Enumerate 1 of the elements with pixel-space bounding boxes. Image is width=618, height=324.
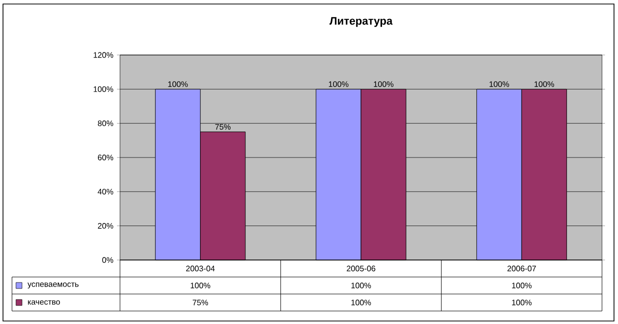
chart-title: Литература bbox=[330, 17, 393, 27]
